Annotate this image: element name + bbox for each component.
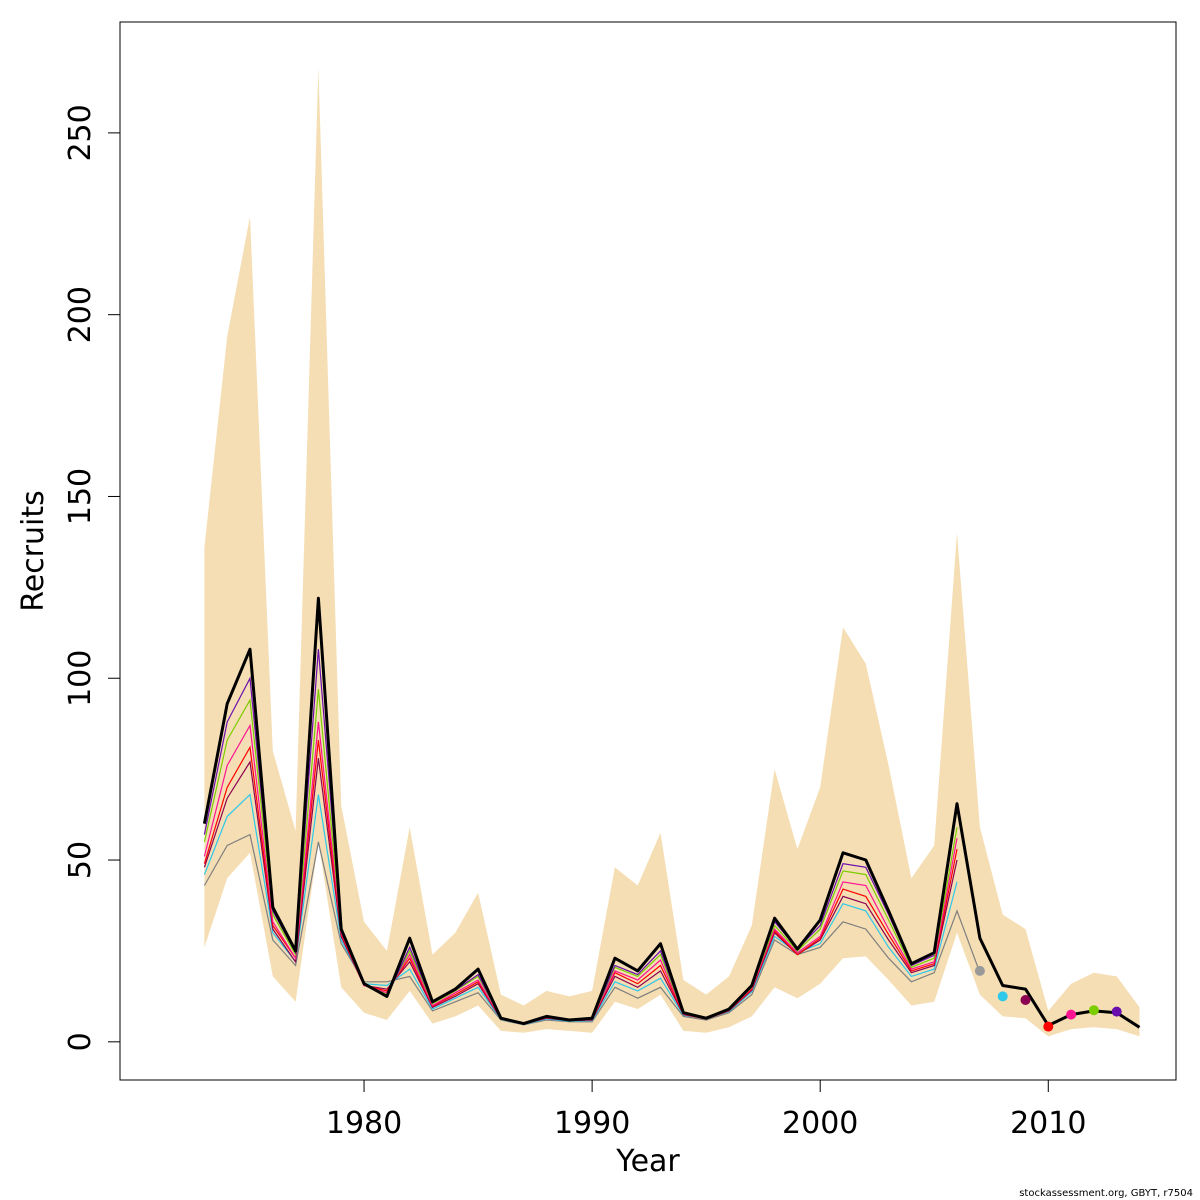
terminal-point-2012 <box>1088 1005 1099 1016</box>
y-tick-label-0: 0 <box>63 1032 98 1051</box>
confidence-band <box>204 67 1140 1037</box>
retro-series-layer <box>203 649 981 1026</box>
terminal-point-2009 <box>1020 995 1031 1005</box>
x-tick-label-2000: 2000 <box>782 1106 858 1141</box>
confidence-band-layer <box>204 67 1140 1037</box>
terminal-point-2011 <box>1066 1009 1077 1020</box>
terminal-point-2008 <box>997 991 1008 1002</box>
x-tick-label-1990: 1990 <box>554 1106 630 1141</box>
retro-series-line-1 <box>203 833 981 1026</box>
x-tick-label-1980: 1980 <box>326 1106 402 1141</box>
x-axis-title: Year <box>615 1144 680 1179</box>
y-tick-label-200: 200 <box>63 286 98 343</box>
main-series-line <box>202 596 1141 1029</box>
terminal-point-2007 <box>974 965 985 976</box>
y-tick-label-150: 150 <box>63 468 98 525</box>
y-axis: 0 50 100 150 200 250 <box>63 104 121 1051</box>
x-axis: 1980 1990 2000 2010 <box>326 1079 1086 1141</box>
y-tick-label-250: 250 <box>63 104 98 161</box>
credit-text: stockassessment.org, GBYT, r7504 <box>1019 1188 1193 1199</box>
main-series-layer <box>202 596 1141 1029</box>
y-tick-label-50: 50 <box>63 841 98 879</box>
terminal-points-layer <box>974 965 1122 1032</box>
terminal-point-2010 <box>1043 1021 1054 1032</box>
y-tick-label-100: 100 <box>63 650 98 707</box>
x-tick-label-2010: 2010 <box>1010 1106 1086 1141</box>
y-axis-title: Recruits <box>16 490 51 612</box>
terminal-point-2013 <box>1111 1006 1122 1017</box>
